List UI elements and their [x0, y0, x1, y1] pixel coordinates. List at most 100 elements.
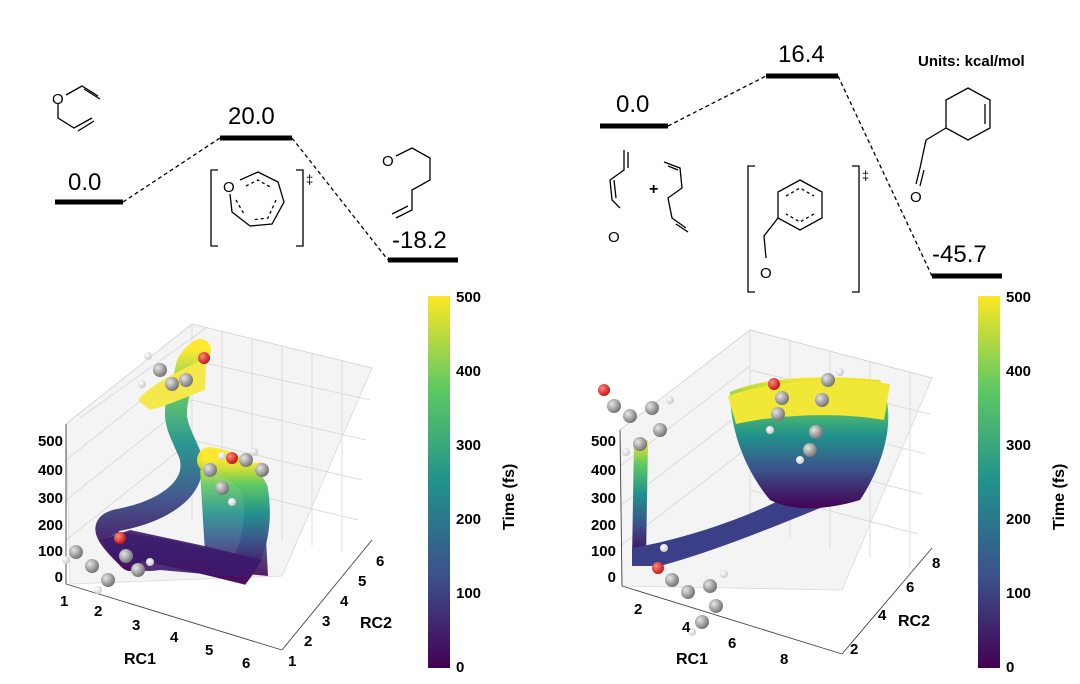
- left-product-oxygen: O: [382, 153, 394, 170]
- z-tick: 0: [608, 569, 616, 586]
- z-tick: 400: [38, 462, 63, 479]
- atom-c: [653, 423, 667, 437]
- atom-c: [665, 573, 679, 587]
- rc1-tick: 2: [634, 601, 642, 618]
- atom-c: [803, 443, 817, 457]
- cbar-tick: 200: [1006, 511, 1031, 528]
- right-reactant-oxygen: O: [608, 229, 620, 246]
- right-traj-column: [632, 440, 648, 560]
- rc1-tick: 6: [728, 635, 736, 652]
- atom-h: [138, 380, 146, 388]
- cyclohexene-carbaldehyde-structure: [915, 87, 991, 187]
- atom-c: [239, 453, 253, 467]
- rc1-tick: 4: [170, 629, 179, 646]
- right-molecule-left: [598, 384, 674, 456]
- right-rc2-label: RC2: [898, 613, 930, 630]
- right-ts-structure: [747, 165, 860, 293]
- cbar-tick: 400: [1006, 363, 1031, 380]
- right-colorbar-label: Time (fs): [1051, 464, 1068, 530]
- butadiene-structure: [663, 161, 689, 233]
- left-reactant-energy: 0.0: [68, 169, 101, 196]
- right-reactant-energy: 0.0: [616, 91, 649, 118]
- right-connector-2: [837, 75, 933, 277]
- cbar-tick: 100: [456, 585, 481, 602]
- atom-c: [255, 463, 269, 477]
- right-rc2-ticks: 2 4 6 8: [850, 555, 940, 658]
- left-colorbar-label: Time (fs): [501, 464, 518, 530]
- rc1-tick: 5: [205, 642, 213, 659]
- rc2-tick: 8: [932, 555, 940, 572]
- atom-c: [709, 599, 723, 613]
- atom-c: [69, 545, 83, 559]
- right-ts-marker: ‡: [862, 168, 869, 183]
- atom-c: [85, 559, 99, 573]
- z-tick: 300: [38, 490, 63, 507]
- atom-h: [766, 426, 774, 434]
- atom-o: [198, 352, 210, 364]
- cbar-tick: 500: [1006, 289, 1031, 306]
- rc1-tick: 3: [132, 617, 140, 634]
- right-traj-cap: [728, 380, 890, 424]
- left-product-energy: -18.2: [392, 227, 447, 254]
- left-ts-oxygen: O: [223, 179, 235, 196]
- cbar-tick: 0: [1006, 659, 1014, 676]
- rc2-tick: 4: [340, 593, 349, 610]
- left-rc2-label: RC2: [360, 615, 392, 632]
- right-connector-1: [667, 75, 767, 127]
- units-label: Units: kcal/mol: [918, 53, 1025, 70]
- rc2-tick: 6: [906, 579, 914, 596]
- cbar-tick: 300: [456, 437, 481, 454]
- rc1-tick: 8: [780, 651, 788, 668]
- atom-c: [771, 407, 785, 421]
- atom-o: [652, 562, 664, 574]
- atom-h: [666, 396, 674, 404]
- left-colorbar-gradient: [428, 296, 450, 668]
- cbar-tick: 0: [456, 659, 464, 676]
- right-rc1-label: RC1: [676, 651, 708, 668]
- rc2-tick: 3: [322, 613, 330, 630]
- atom-h: [146, 558, 154, 566]
- atom-c: [153, 363, 167, 377]
- atom-c: [131, 563, 145, 577]
- cbar-tick: 200: [456, 511, 481, 528]
- rc2-tick: 4: [878, 607, 887, 624]
- rc2-tick: 5: [358, 573, 366, 590]
- left-3d-plot: 500 400 300 200 100 0 1 2 3 4 5 6 RC1 1 …: [38, 323, 392, 672]
- atom-c: [101, 573, 115, 587]
- atom-h: [720, 570, 728, 578]
- atom-c: [645, 401, 659, 415]
- atom-h: [250, 448, 258, 456]
- rc2-tick: 6: [376, 553, 384, 570]
- atom-h: [228, 498, 236, 506]
- atom-h: [688, 628, 696, 636]
- right-product-oxygen: O: [910, 189, 922, 206]
- atom-c: [607, 399, 621, 413]
- left-connector-1: [122, 137, 221, 203]
- right-product-energy: -45.7: [932, 241, 987, 268]
- atom-o: [598, 384, 610, 396]
- left-z-ticks: 500 400 300 200 100 0: [38, 433, 63, 586]
- right-molecule-bottom: [652, 544, 728, 636]
- atom-o: [114, 532, 126, 544]
- atom-c: [695, 615, 709, 629]
- left-rc1-ticks: 1 2 3 4 5 6: [60, 593, 250, 672]
- right-ts-energy: 16.4: [778, 41, 825, 68]
- atom-h: [94, 586, 102, 594]
- atom-c: [821, 373, 835, 387]
- right-z-ticks: 500 400 300 200 100 0: [591, 433, 616, 586]
- rc2-tick: 2: [304, 633, 312, 650]
- left-reactant-oxygen: O: [52, 91, 64, 108]
- atom-h: [796, 456, 804, 464]
- z-tick: 0: [55, 569, 63, 586]
- atom-c: [775, 391, 789, 405]
- cbar-tick: 400: [456, 363, 481, 380]
- left-ts-structure: [210, 169, 304, 247]
- pentenal-structure: [391, 147, 431, 219]
- atom-c: [703, 579, 717, 593]
- rc2-tick: 1: [288, 653, 296, 670]
- z-tick: 400: [591, 462, 616, 479]
- left-rc1-label: RC1: [124, 651, 156, 668]
- right-ts-oxygen: O: [760, 265, 772, 282]
- right-molecule-top: [766, 368, 844, 464]
- z-tick: 500: [38, 433, 63, 450]
